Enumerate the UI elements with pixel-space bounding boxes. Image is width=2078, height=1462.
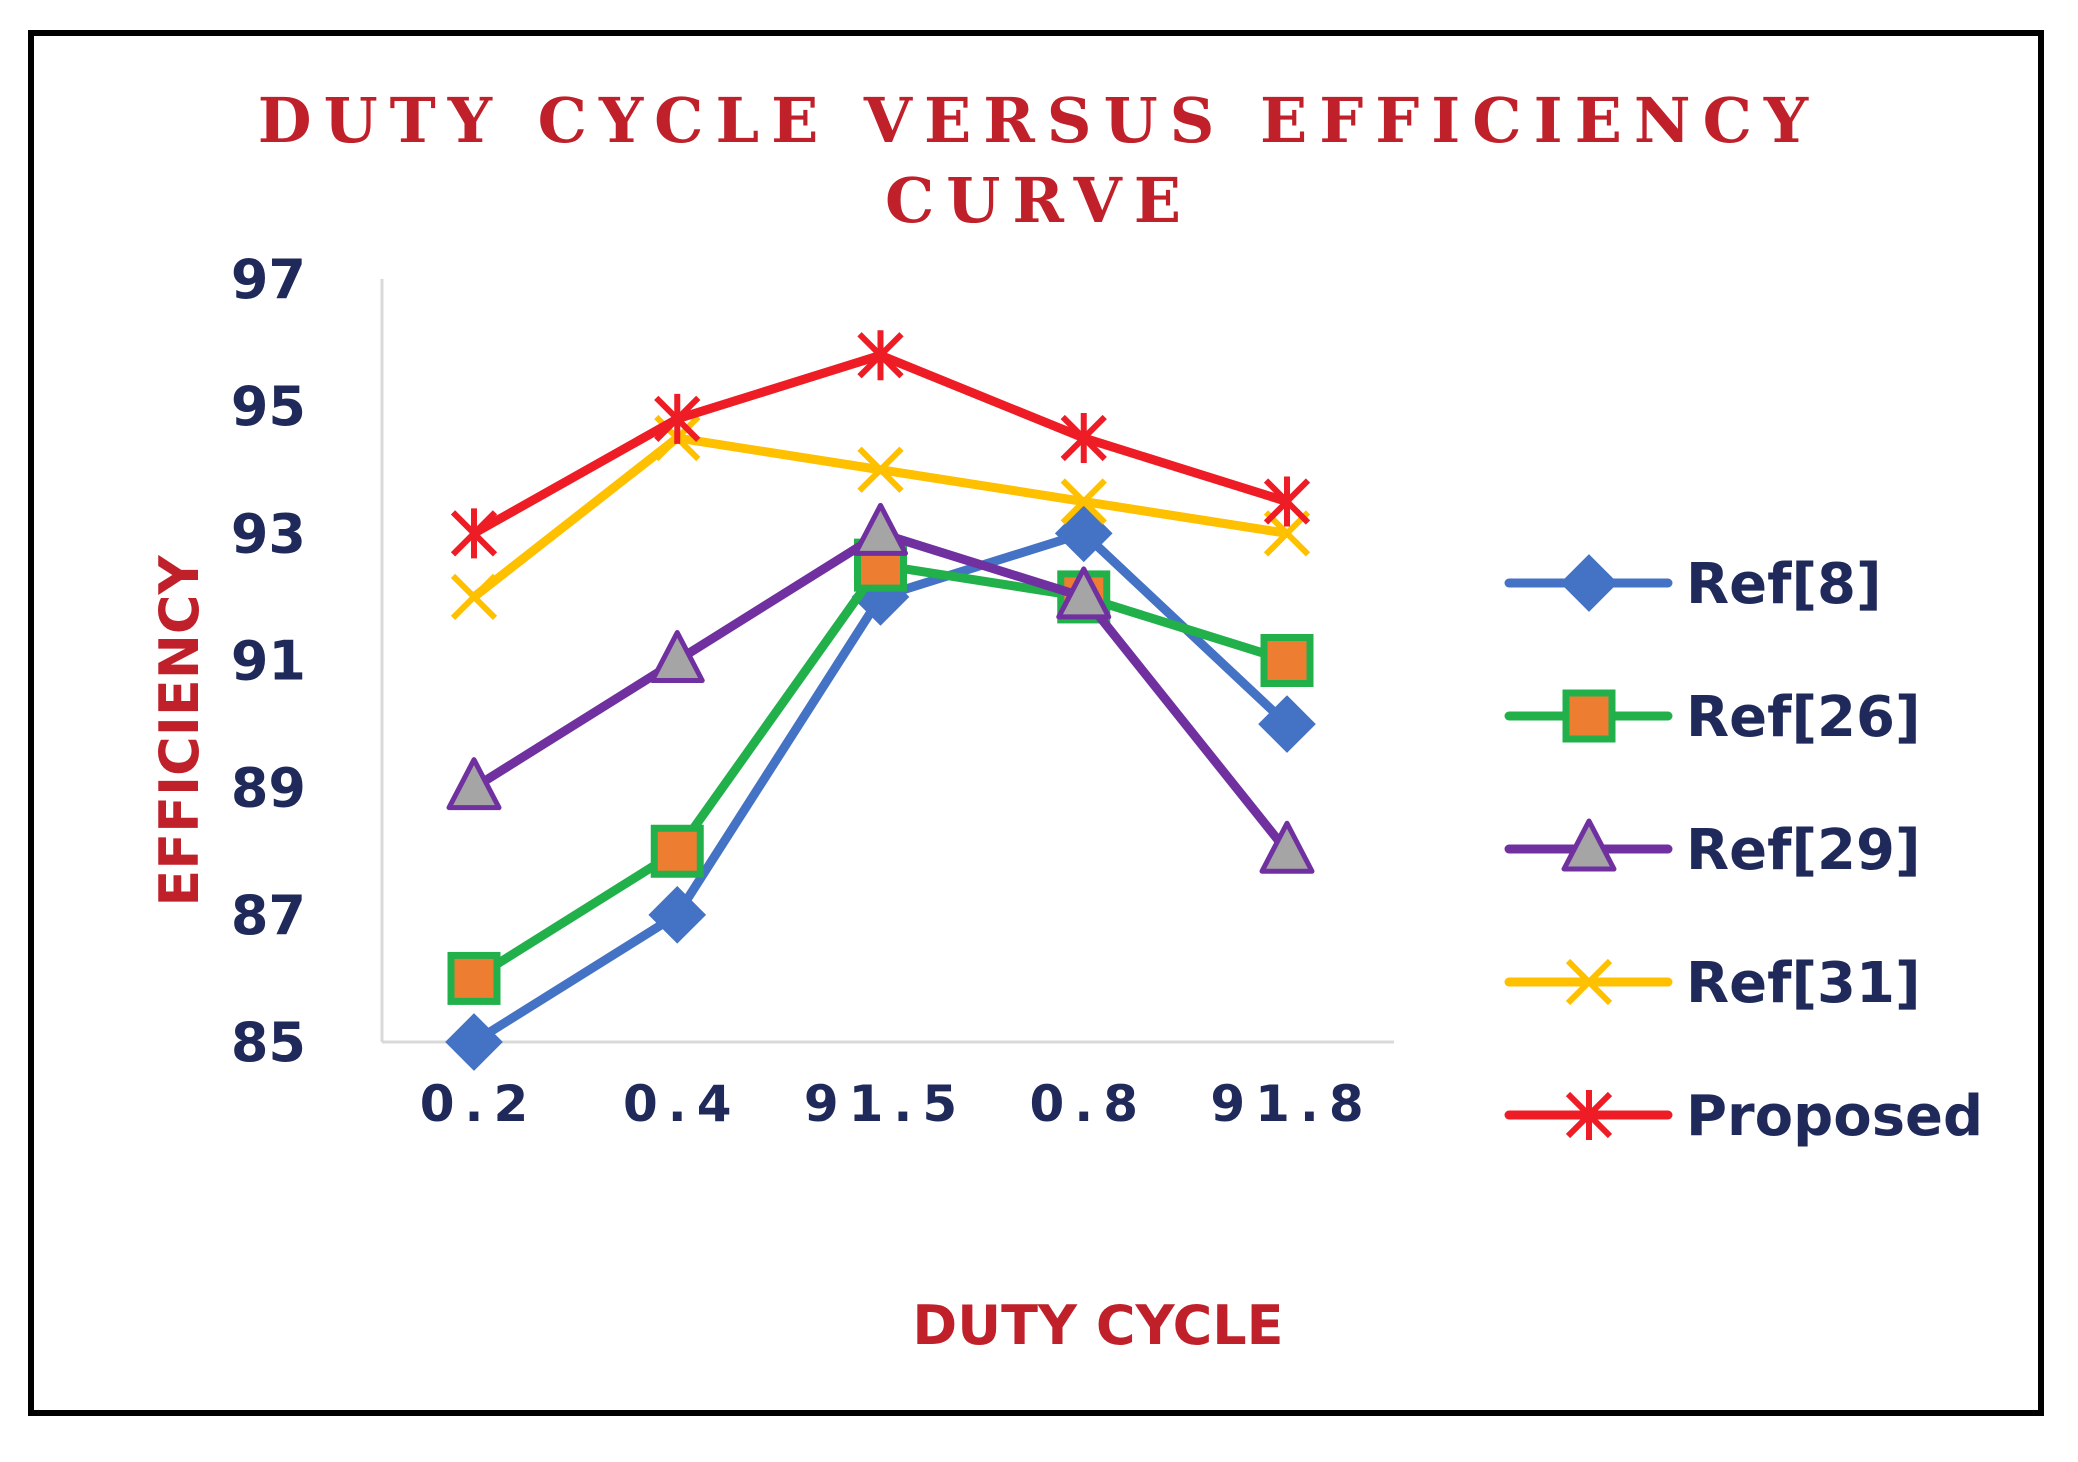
legend-label-ref-31: Ref[31]: [1686, 951, 1921, 1016]
series-layer: [445, 330, 1316, 1071]
chart-frame: DUTY CYCLE VERSUS EFFICIENCY CURVE 85 87 8…: [28, 30, 2044, 1416]
point-ref-8-3: [1054, 504, 1113, 563]
series-ref-26: [447, 538, 1314, 1005]
point-proposed-4: [1263, 476, 1311, 527]
point-ref-29-2: [853, 502, 908, 556]
y-tick-label: 87: [231, 884, 306, 947]
series-proposed: [450, 330, 1311, 559]
series-line-ref-26: [469, 560, 1292, 983]
axes: [380, 279, 1394, 1044]
point-ref-8-1: [648, 886, 707, 944]
point-ref-29-3: [1056, 566, 1112, 620]
legend-label-ref-8: Ref[8]: [1686, 552, 1882, 617]
legend-marker-ref-8: [1560, 554, 1618, 612]
y-tick-label: 95: [231, 375, 306, 438]
y-tick-label: 93: [231, 502, 306, 565]
legend-label-ref-26: Ref[26]: [1686, 685, 1921, 750]
series-ref-31: [450, 414, 1311, 621]
point-ref-31-2: [857, 446, 904, 493]
legend-marker-ref-31: [1565, 958, 1613, 1006]
point-ref-8-4: [1258, 695, 1316, 753]
legend-marker-ref-29: [1561, 818, 1617, 872]
x-axis-label: DUTY CYCLE: [912, 1294, 1283, 1357]
y-tick-label: 91: [231, 630, 306, 693]
point-ref-29-1: [649, 630, 705, 683]
point-ref-26-1: [650, 824, 704, 878]
x-tick-label: 0.8: [1029, 1075, 1148, 1133]
chart-title-line-2: CURVE: [885, 164, 1193, 237]
point-ref-29-0: [446, 757, 502, 811]
point-ref-8-0: [445, 1013, 503, 1071]
legend-marker-proposed: [1565, 1090, 1613, 1140]
legend-item-ref-8: Ref[8]: [1504, 552, 1882, 617]
x-tick-label: 0.4: [623, 1075, 742, 1133]
legend-item-ref-31: Ref[31]: [1504, 951, 1921, 1016]
point-proposed-2: [857, 330, 904, 381]
x-tick-label: 91.8: [1210, 1075, 1373, 1133]
legend-marker-ref-31-stroke-b: [1565, 958, 1613, 1006]
chart-title-line-1: DUTY CYCLE VERSUS EFFICIENCY: [258, 84, 1820, 157]
y-tick-label: 89: [231, 757, 306, 820]
point-ref-31-0: [450, 573, 498, 621]
y-tick-label: 97: [231, 248, 306, 311]
y-axis-label: EFFICIENCY: [148, 554, 211, 906]
y-tick-label: 85: [231, 1011, 306, 1074]
legend-item-ref-29: Ref[29]: [1504, 818, 1921, 883]
legend: Ref[8] Ref[26] Ref[29] Ref[31] Proposed: [1504, 552, 1983, 1149]
x-tick-label: 0.2: [420, 1075, 539, 1133]
legend-item-ref-26: Ref[26]: [1504, 685, 1921, 750]
legend-label-ref-29: Ref[29]: [1686, 818, 1921, 883]
x-tick-label: 91.5: [804, 1075, 967, 1133]
point-proposed-1: [654, 393, 701, 444]
chart: DUTY CYCLE VERSUS EFFICIENCY CURVE 85878…: [148, 84, 1983, 1357]
point-ref-26-4: [1260, 634, 1314, 687]
legend-item-proposed: Proposed: [1504, 1084, 1983, 1149]
legend-marker-ref-26: [1562, 689, 1616, 743]
point-proposed-0: [450, 508, 498, 559]
y-tick-labels: 85 87 89 91 93 95 97: [231, 248, 306, 1074]
legend-label-proposed: Proposed: [1686, 1084, 1983, 1149]
point-ref-31-0-stroke-b: [450, 573, 498, 621]
series-ref-29: [446, 502, 1315, 874]
point-ref-26-0: [447, 951, 501, 1005]
x-tick-labels: 0.2 0.4 91.5 0.8 91.8: [420, 1075, 1373, 1133]
point-ref-31-3-stroke-b: [1060, 478, 1107, 525]
point-ref-31-3: [1060, 478, 1107, 525]
point-ref-29-4: [1259, 820, 1315, 874]
point-ref-31-2-stroke-b: [857, 446, 904, 493]
point-proposed-3: [1060, 412, 1107, 463]
